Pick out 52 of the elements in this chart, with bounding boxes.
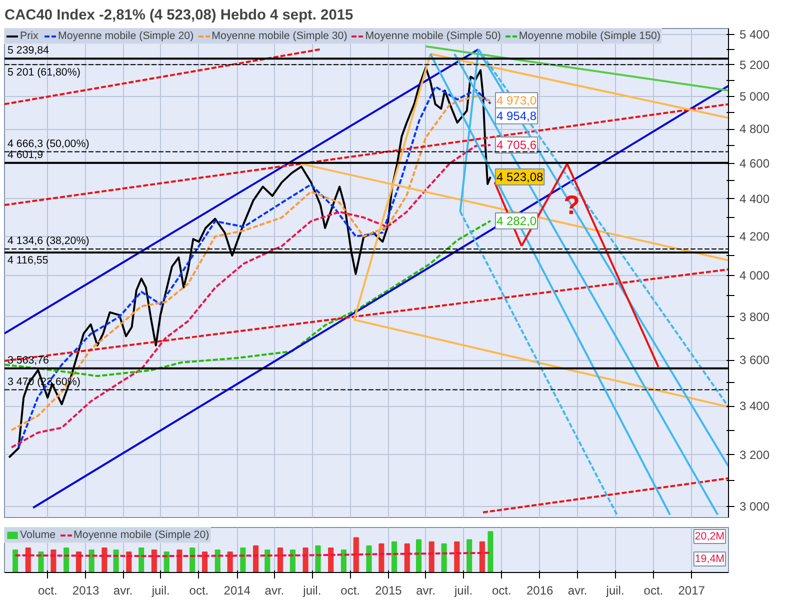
ref-line-label: 5 201 (61,80%): [8, 66, 80, 79]
x-tick-label: oct.: [38, 584, 58, 598]
annotation: 20,2M: [694, 530, 725, 542]
data-label: 4 973,0: [496, 94, 537, 108]
legend-label: Volume: [20, 529, 56, 541]
legend-label: Moyenne mobile (Simple 20): [74, 529, 210, 541]
x-tick-label: avr.: [416, 584, 436, 598]
data-label: 4 282,0: [496, 214, 537, 228]
data-label: 4 523,08: [496, 170, 544, 184]
x-tick-label: avr.: [264, 584, 284, 598]
y-tick-label: 4 400: [740, 192, 770, 206]
x-tick-label: 2017: [678, 584, 706, 598]
x-tick-label: juil.: [302, 584, 322, 598]
legend-label: Moyenne mobile (Simple 150): [518, 30, 660, 42]
y-tick-label: 5 000: [740, 89, 770, 104]
x-tick-label: oct.: [189, 584, 209, 598]
legend-label: Moyenne mobile (Simple 30): [212, 30, 348, 42]
y-tick-label: 5 400: [740, 27, 770, 42]
y-tick-label: 3 000: [740, 500, 770, 514]
legend-label: Prix: [20, 30, 40, 42]
data-label: 4 954,8: [496, 108, 537, 123]
ref-line-label: 4 116,55: [8, 254, 48, 266]
y-tick-label: 4 000: [740, 268, 770, 283]
x-tick-label: avr.: [568, 584, 588, 598]
x-tick-label: 2016: [526, 584, 554, 598]
ref-line-label: 4 134,6 (38,20%): [8, 234, 90, 247]
y-tick-label: 3 200: [740, 448, 770, 462]
y-tick-label: 3 800: [740, 310, 770, 324]
annotation: 19,4M: [694, 553, 725, 565]
chart-title: CAC40 Index -2,81% (4 523,08) Hebdo 4 sept. 2015: [4, 8, 354, 24]
ref-line-label: 4 666,3 (50,00%): [8, 138, 90, 150]
x-tick-label: oct.: [492, 584, 512, 598]
data-label: 4 705,6: [496, 138, 537, 152]
y-tick-label: 3 400: [740, 399, 770, 414]
x-tick-label: avr.: [113, 584, 133, 598]
y-tick-label: 4 600: [740, 156, 770, 170]
x-tick-label: oct.: [340, 584, 360, 598]
x-tick-label: 2015: [375, 584, 402, 598]
x-tick-label: 2014: [224, 584, 251, 598]
ref-line-label: 4 601,9: [8, 148, 44, 161]
x-tick-label: oct.: [644, 584, 664, 598]
x-tick-label: juil.: [605, 584, 624, 598]
y-tick-label: 3 600: [740, 353, 770, 368]
ref-line-label: 5 239,84: [8, 44, 50, 57]
x-tick-label: 2013: [72, 584, 100, 598]
legend-label: Moyenne mobile (Simple 50): [365, 30, 501, 42]
legend-label: Moyenne mobile (Simple 20): [58, 30, 194, 42]
x-tick-label: juil.: [150, 584, 170, 598]
y-tick-label: 5 200: [740, 58, 770, 72]
y-tick-label: 4 800: [740, 122, 770, 136]
y-tick-label: 4 200: [740, 229, 770, 244]
x-tick-label: juil.: [454, 584, 473, 598]
